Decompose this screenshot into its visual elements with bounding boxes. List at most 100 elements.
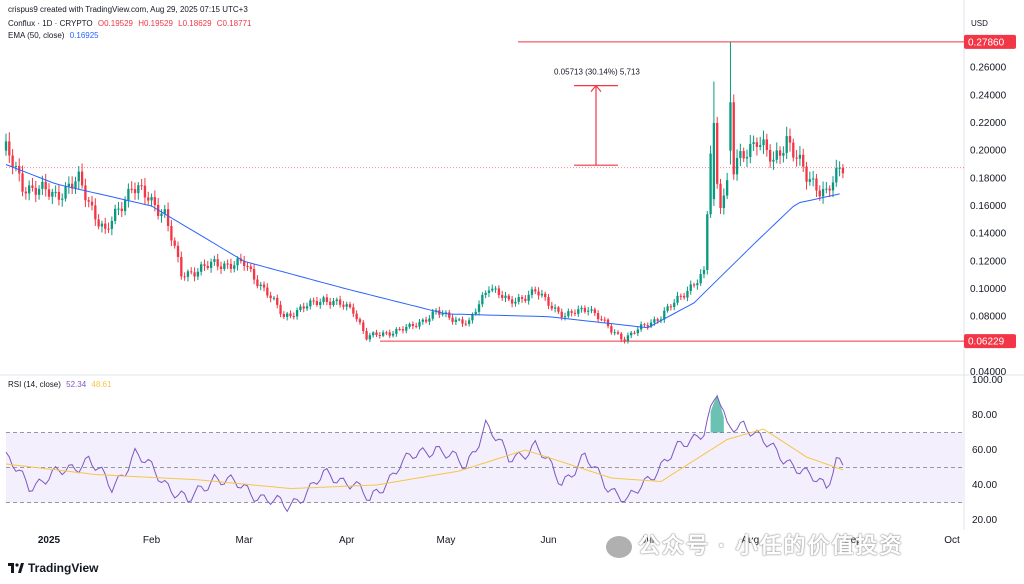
candle-body — [100, 223, 104, 227]
candle-body — [80, 171, 84, 186]
candle-body — [755, 142, 759, 147]
candle-body — [295, 310, 299, 317]
candle-body — [418, 321, 421, 327]
candle-body — [243, 261, 246, 266]
candle-body — [61, 198, 64, 200]
candle-body — [719, 183, 722, 209]
candle-body — [563, 316, 567, 318]
candle-body — [517, 297, 520, 302]
time-tick-label: Jun — [540, 535, 556, 546]
candle-body — [305, 306, 309, 309]
candle-body — [329, 301, 332, 306]
candle-body — [534, 289, 537, 292]
wechat-icon — [606, 536, 632, 559]
candle-body — [835, 168, 838, 183]
candle-body — [583, 307, 587, 312]
candle-body — [315, 301, 319, 305]
rsi-tick-label: 100.00 — [972, 375, 1003, 386]
candle-body — [673, 302, 676, 307]
candle-body — [120, 208, 123, 212]
candle-body — [573, 312, 577, 314]
currency-label: USD — [971, 19, 988, 28]
candle-body — [252, 268, 256, 280]
candle-body — [778, 150, 782, 156]
candle-body — [590, 309, 593, 311]
candle-body — [24, 191, 28, 194]
candle-body — [170, 226, 173, 241]
candle-body — [530, 289, 534, 295]
candle-body — [656, 319, 659, 321]
candle-body — [686, 290, 689, 298]
candle-body — [712, 123, 716, 200]
candle-body — [8, 141, 11, 156]
candle-body — [653, 319, 656, 323]
price-tick-label: 0.26000 — [970, 63, 1007, 74]
candle-body — [391, 333, 395, 336]
candle-body — [378, 335, 381, 337]
candle-body — [524, 298, 527, 301]
candle-body — [471, 314, 474, 321]
candle-body — [415, 325, 418, 327]
candle-body — [309, 300, 312, 307]
candle-body — [34, 187, 37, 195]
ema-label: EMA (50, close) — [8, 31, 65, 40]
price-tick-label: 0.18000 — [970, 173, 1007, 184]
rsi-series-line — [5, 394, 844, 513]
time-tick-label: Apr — [339, 535, 355, 546]
candle-body — [630, 332, 633, 336]
candle-body — [831, 182, 835, 191]
tradingview-logo[interactable]: TradingView — [8, 561, 98, 575]
high-value: H0.19529 — [138, 19, 173, 28]
candle-body — [792, 142, 795, 158]
candle-body — [140, 185, 143, 187]
candle-body — [557, 307, 560, 312]
candle-body — [216, 259, 219, 267]
ema-value: 0.16925 — [69, 31, 99, 40]
candle-body — [345, 304, 348, 307]
candle-body — [64, 186, 67, 199]
candle-body — [838, 167, 841, 169]
candle-body — [37, 188, 41, 195]
candle-body — [223, 263, 226, 269]
candle-body — [580, 307, 583, 310]
candle-body — [4, 141, 8, 151]
candle-body — [173, 240, 176, 246]
candle-body — [206, 265, 209, 268]
candle-body — [332, 300, 335, 306]
candle-body — [768, 149, 772, 162]
candle-body — [649, 322, 653, 327]
candle-body — [21, 173, 24, 192]
candle-body — [358, 319, 362, 323]
candle-body — [365, 330, 368, 340]
price-tick-label: 0.22000 — [970, 118, 1007, 129]
candle-body — [795, 157, 798, 159]
candle-body — [577, 309, 580, 314]
low-value: L0.18629 — [178, 19, 212, 28]
candle-body — [398, 329, 401, 331]
time-tick-label: Jul — [641, 535, 654, 546]
candle-body — [735, 157, 739, 175]
candle-body — [127, 188, 130, 201]
candle-body — [229, 263, 233, 269]
candle-body — [696, 283, 699, 286]
candle-body — [411, 323, 415, 326]
candle-body — [44, 181, 47, 190]
ema-line — [5, 164, 840, 329]
candle-body — [259, 284, 262, 287]
candle-body — [510, 299, 514, 304]
candle-body — [183, 276, 186, 278]
candle-body — [484, 292, 487, 296]
candle-body — [458, 319, 461, 321]
candle-body — [428, 318, 431, 322]
price-tick-label: 0.24000 — [970, 90, 1007, 101]
candle-body — [520, 297, 524, 299]
candle-body — [107, 228, 110, 230]
candle-body — [266, 287, 269, 296]
candle-body — [682, 295, 686, 298]
candle-body — [811, 178, 815, 180]
candle-body — [302, 306, 305, 309]
candle-body — [94, 205, 97, 220]
candle-body — [752, 142, 755, 145]
candle-body — [203, 264, 206, 266]
